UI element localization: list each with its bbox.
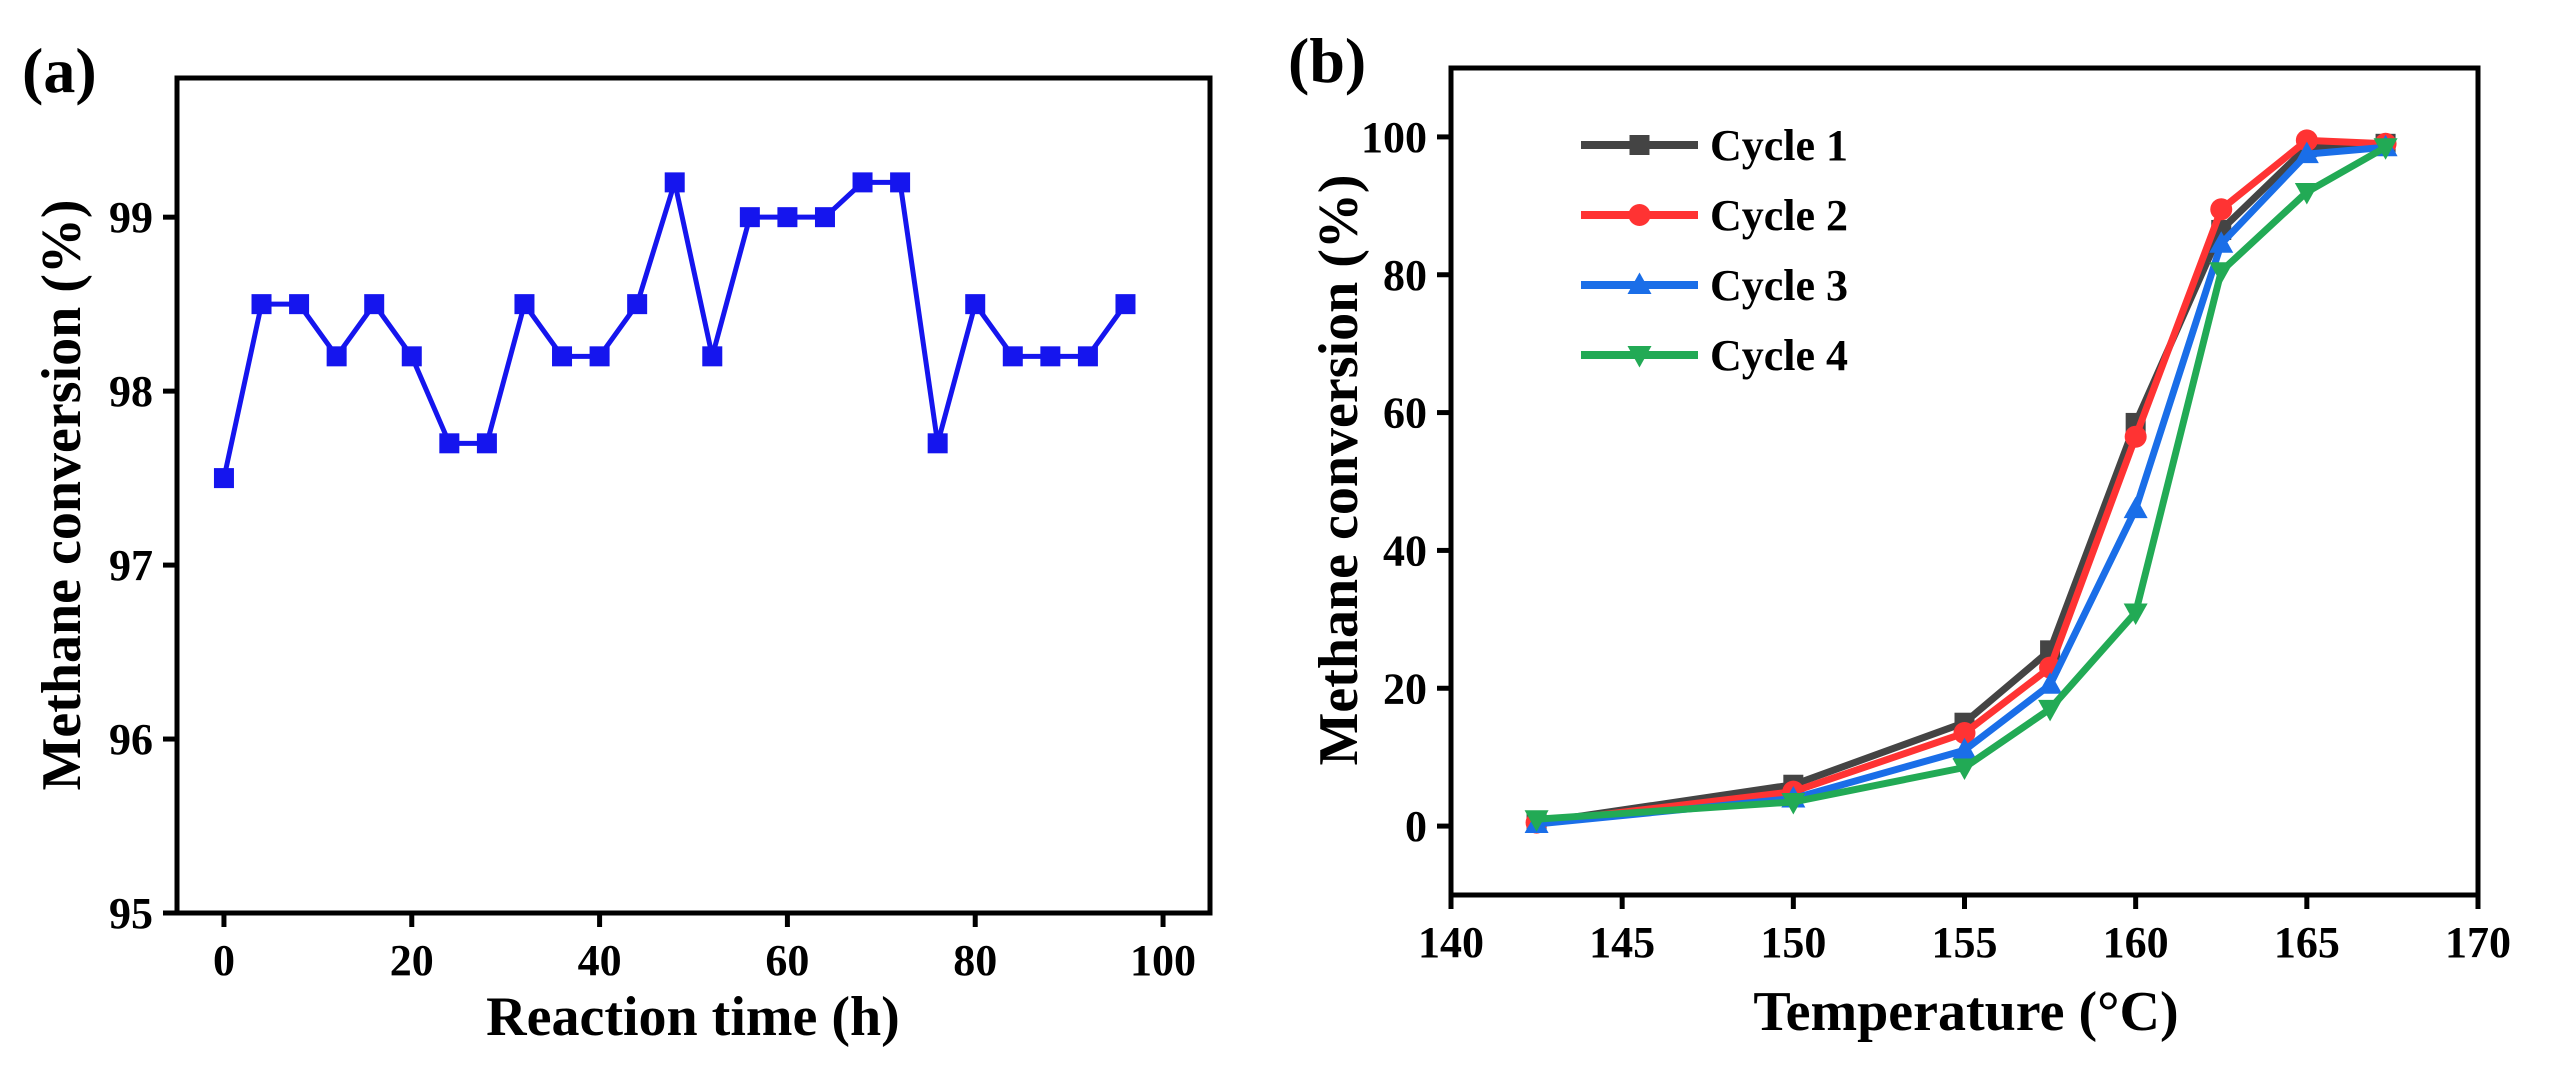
x-tick-label: 40 <box>578 936 622 985</box>
data-point-series-2 <box>2210 198 2233 221</box>
data-point-series-1 <box>552 346 573 367</box>
legend-marker <box>1629 135 1650 155</box>
legend-marker <box>1627 346 1652 368</box>
series-line-1 <box>1536 140 2386 827</box>
data-point-series-1 <box>439 433 460 454</box>
x-tick-label: 100 <box>1130 936 1196 985</box>
y-tick-label: 99 <box>109 193 153 242</box>
panel-b-x-axis-label: Temperature (°C) <box>1753 981 2178 1043</box>
y-tick-label: 80 <box>1383 251 1427 300</box>
y-tick-label: 40 <box>1383 526 1427 575</box>
y-tick-label: 96 <box>109 715 153 764</box>
series-line-2 <box>1536 136 2386 827</box>
x-tick-label: 170 <box>2445 918 2511 967</box>
data-point-series-1 <box>326 346 347 367</box>
x-tick-label: 165 <box>2274 918 2340 967</box>
x-tick-label: 20 <box>390 936 434 985</box>
data-point-series-1 <box>401 346 422 367</box>
data-point-series-1 <box>1077 346 1098 367</box>
legend-label: Cycle 2 <box>1710 191 1848 240</box>
panel-a-plot-frame <box>174 75 1213 916</box>
data-point-series-2 <box>2124 425 2147 448</box>
data-point-series-4 <box>2209 262 2234 284</box>
data-point-series-1 <box>739 207 760 228</box>
data-point-series-1 <box>476 433 497 454</box>
series-line-3 <box>1536 143 2386 828</box>
y-tick-label: 60 <box>1383 389 1427 438</box>
y-tick-label: 20 <box>1383 664 1427 713</box>
legend-label: Cycle 4 <box>1710 331 1848 380</box>
data-point-series-4 <box>2123 603 2148 625</box>
data-point-series-4 <box>2294 183 2319 205</box>
data-point-series-1 <box>251 294 272 315</box>
data-point-series-3 <box>2294 141 2319 164</box>
legend-marker <box>1628 204 1651 226</box>
data-point-series-3 <box>1952 737 1977 760</box>
x-tick-label: 60 <box>765 936 809 985</box>
data-point-series-1 <box>890 172 911 193</box>
data-point-series-4 <box>2038 699 2063 722</box>
data-point-series-1 <box>213 468 234 489</box>
data-point-series-4 <box>1781 792 1806 815</box>
series-line-4 <box>1536 144 2388 823</box>
legend-marker <box>1627 272 1652 294</box>
data-point-series-4 <box>1952 758 1977 781</box>
data-point-series-1 <box>927 433 948 454</box>
panel-b-chart: (b) 140 145 150 155 160 165 170 0 20 40 60 80 100 C… <box>1288 25 2511 1043</box>
data-point-series-1 <box>777 207 798 228</box>
data-point-series-1 <box>1040 346 1061 367</box>
data-point-series-1 <box>289 294 310 315</box>
panel-a-y-ticks: 95 96 97 98 99 <box>109 193 177 938</box>
panel-a-series <box>213 172 1136 489</box>
y-tick-label: 0 <box>1405 802 1427 851</box>
panel-a-x-ticks: 0 20 40 60 80 100 <box>213 913 1196 985</box>
data-point-series-1 <box>1115 294 1136 315</box>
panel-b-x-ticks: 140 145 150 155 160 165 170 <box>1418 895 2511 967</box>
data-point-series-2 <box>1953 722 1976 745</box>
x-tick-label: 140 <box>1418 918 1484 967</box>
data-point-series-1 <box>514 294 535 315</box>
legend-label: Cycle 3 <box>1710 261 1848 310</box>
y-tick-label: 100 <box>1361 113 1427 162</box>
panel-a-x-axis-label: Reaction time (h) <box>486 986 900 1048</box>
data-point-series-1 <box>589 346 610 367</box>
panel-b-y-axis-label: Methane conversion (%) <box>1308 174 1370 765</box>
x-tick-label: 150 <box>1760 918 1826 967</box>
x-tick-label: 145 <box>1589 918 1655 967</box>
y-tick-label: 97 <box>109 541 153 590</box>
panel-a-chart: (a) 0 20 40 60 80 100 95 96 97 98 99 Reaction tim… <box>22 35 1213 1048</box>
data-point-series-1 <box>364 294 385 315</box>
data-point-series-3 <box>2038 672 2063 694</box>
x-tick-label: 80 <box>953 936 997 985</box>
data-point-series-1 <box>664 172 685 193</box>
data-point-series-4 <box>2373 138 2398 160</box>
panel-a-y-axis-label: Methane conversion (%) <box>31 199 93 790</box>
x-tick-label: 0 <box>213 936 235 985</box>
x-tick-label: 160 <box>2103 918 2169 967</box>
data-point-series-3 <box>2209 231 2234 253</box>
series-line-1 <box>221 179 1128 479</box>
y-tick-label: 95 <box>109 889 153 938</box>
data-point-series-3 <box>2123 496 2148 519</box>
data-point-series-1 <box>852 172 873 193</box>
legend-label: Cycle 1 <box>1710 121 1848 170</box>
panel-b-legend: Cycle 1 Cycle 2 Cycle 3 Cycle 4 <box>1581 121 1848 380</box>
data-point-series-1 <box>627 294 648 315</box>
data-point-series-1 <box>814 207 835 228</box>
data-point-series-1 <box>965 294 986 315</box>
x-tick-label: 155 <box>1932 918 1998 967</box>
y-tick-label: 98 <box>109 367 153 416</box>
data-point-series-4 <box>1524 810 1549 832</box>
data-point-series-1 <box>702 346 723 367</box>
data-point-series-1 <box>1002 346 1023 367</box>
data-point-series-2 <box>2295 129 2318 152</box>
panel-b-label: (b) <box>1288 25 1366 96</box>
panel-a-label: (a) <box>22 35 97 106</box>
panel-b-y-ticks: 0 20 40 60 80 100 <box>1361 113 1451 851</box>
panel-b-series <box>1524 129 2398 834</box>
